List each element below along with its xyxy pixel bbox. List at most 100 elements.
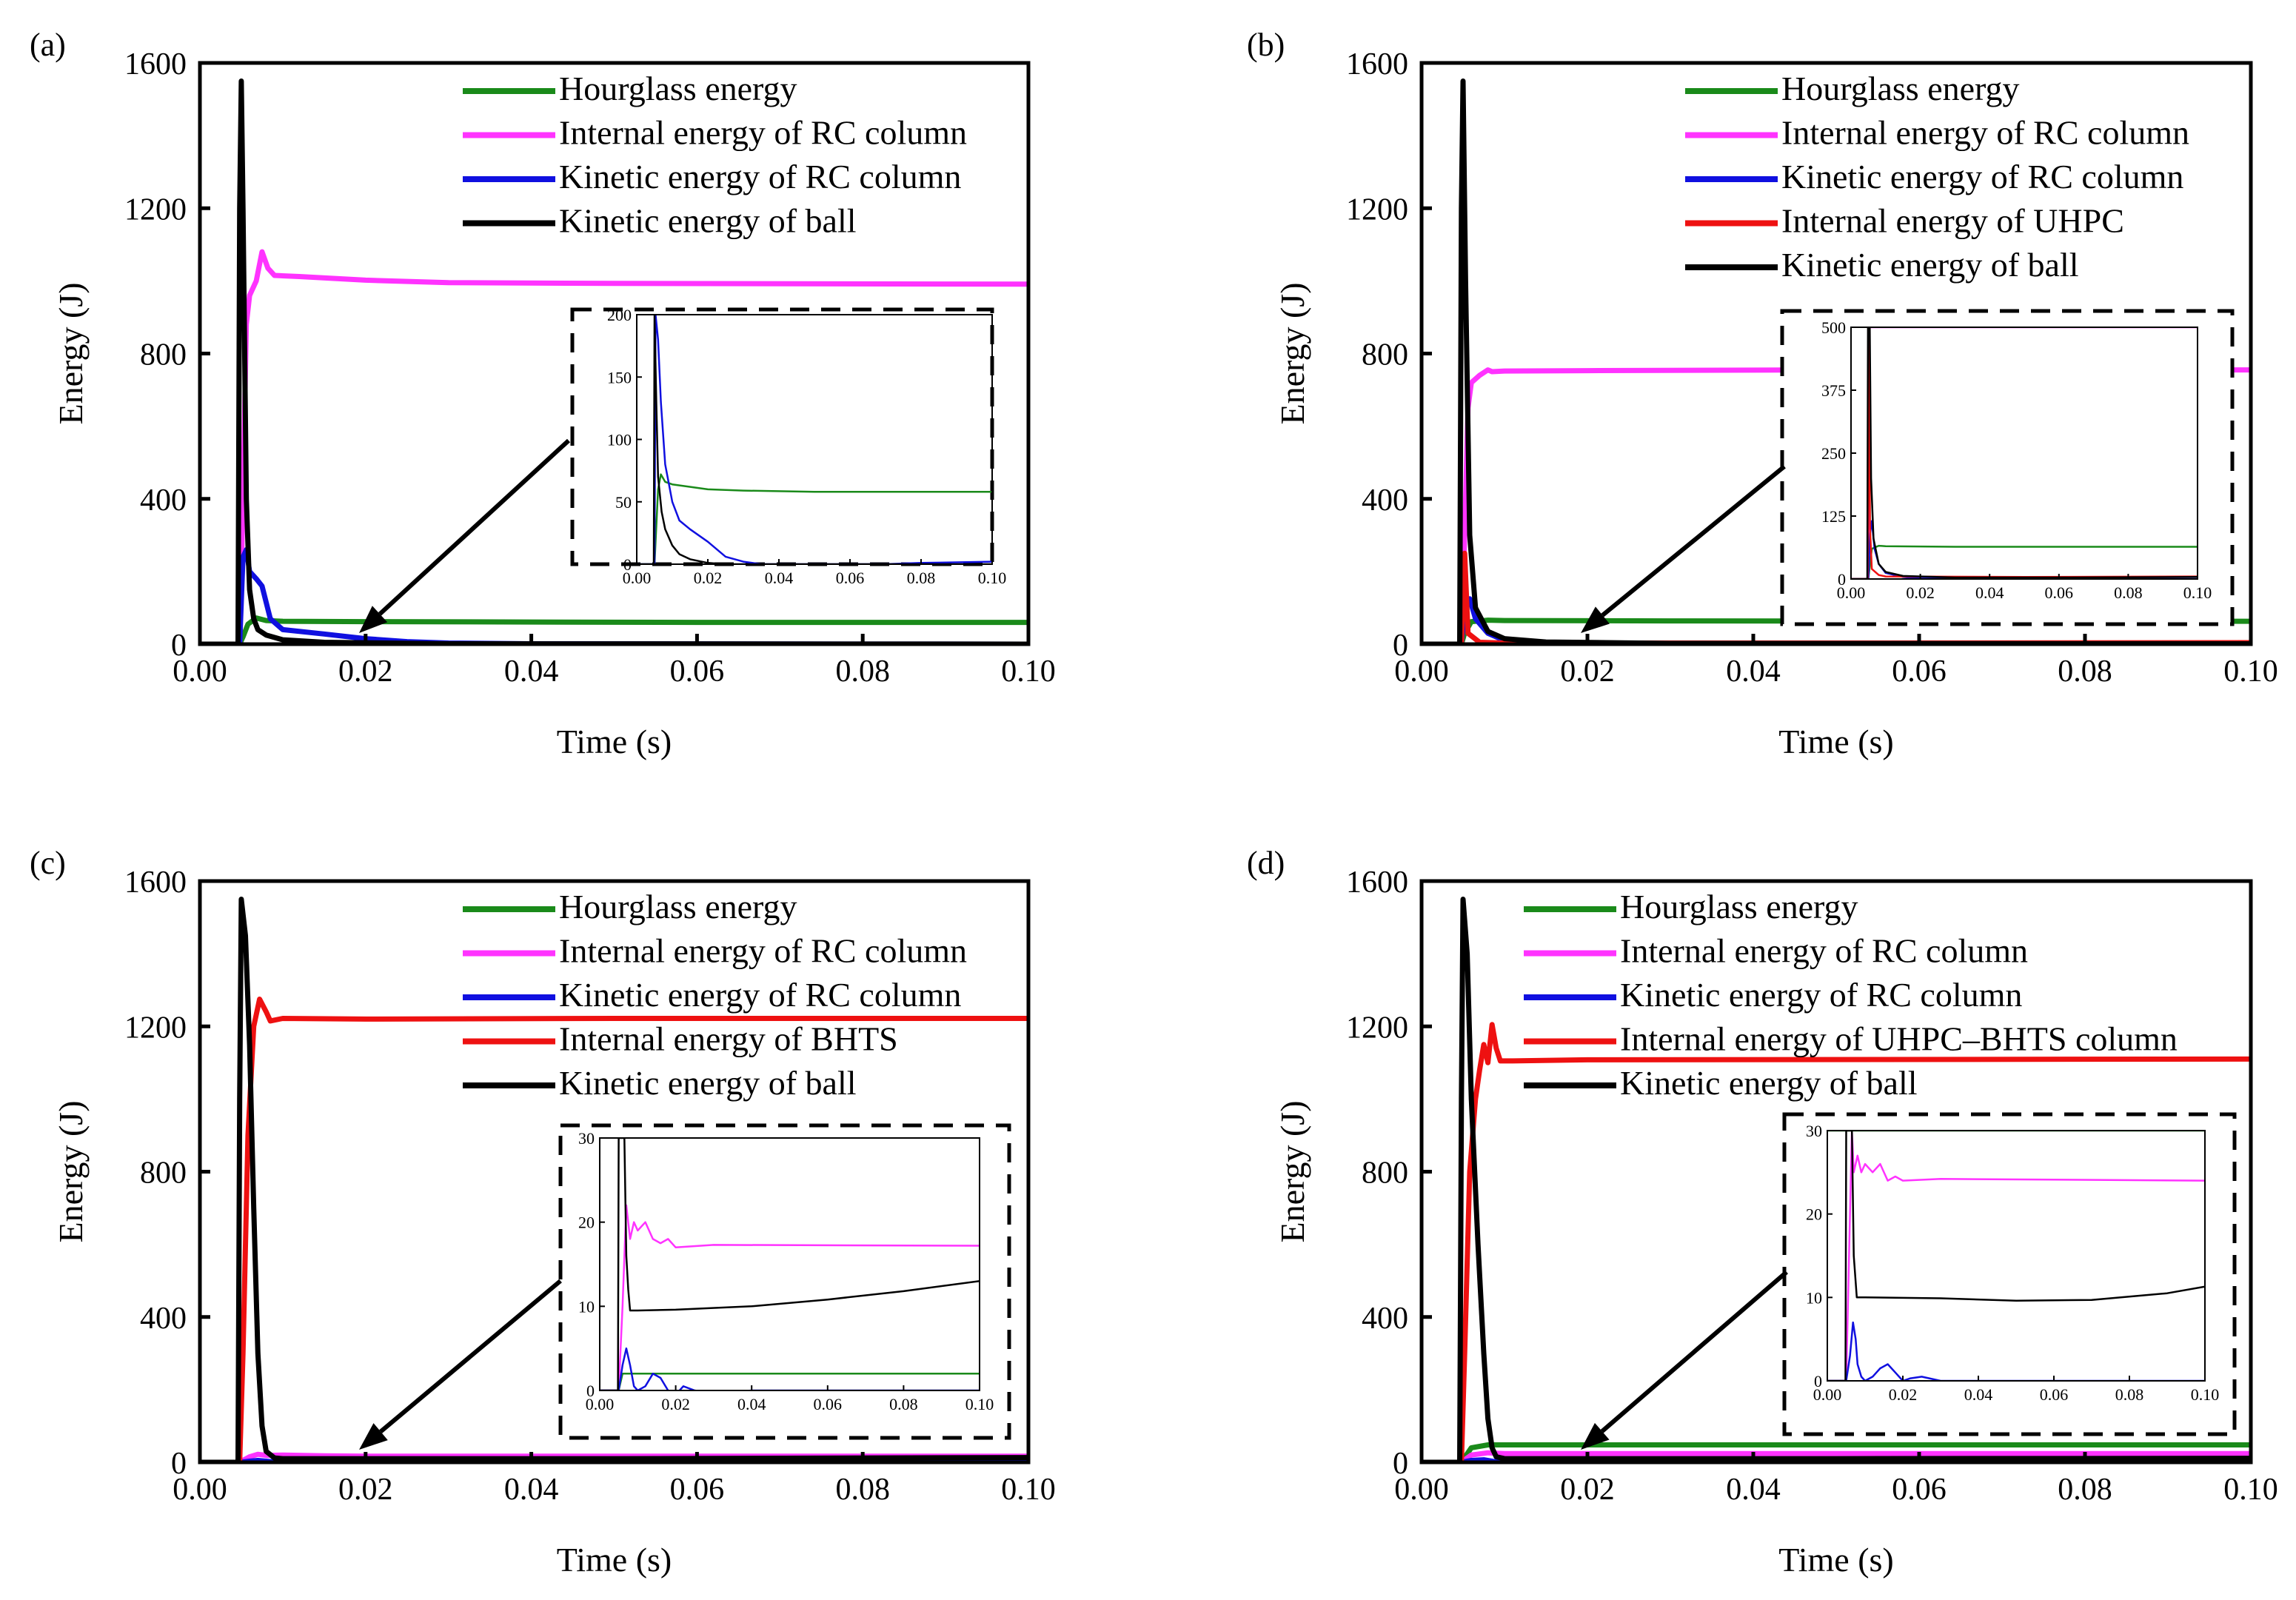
panel-2-zoom-arrow-head — [359, 1423, 388, 1450]
panel-3-inset-series-group — [1827, 1131, 2205, 1381]
panel-1-inset-ytick-label-4: 500 — [1821, 318, 1846, 337]
panel-1-inset-ytick-label-0: 0 — [1838, 570, 1846, 589]
panel-3-inset-xtick-label-1: 0.02 — [1889, 1385, 1918, 1404]
panel-1-label: (b) — [1247, 27, 1285, 63]
panel-1-inset-xtick-label-5: 0.10 — [2183, 583, 2212, 602]
panel-3-ytick-label-3: 1200 — [1346, 1011, 1408, 1045]
panel-3-xtick-label-3: 0.06 — [1892, 1473, 1947, 1507]
panel-0-inset: 0.00 0.02 0.04 0.06 0.08 0.10 0 50 100 150 200 — [607, 306, 1006, 587]
panel-1-inset: 0.00 0.02 0.04 0.06 0.08 0.10 0 125 250 375 500 — [1821, 318, 2212, 602]
panel-2-inset-ytick-label-3: 30 — [578, 1129, 595, 1148]
panel-3-inset-xtick-label-2: 0.04 — [1964, 1385, 1993, 1404]
panel-1-inset-xtick-label-4: 0.08 — [2114, 583, 2143, 602]
panel-2-inset-xtick-label-5: 0.10 — [965, 1395, 994, 1413]
panel-3-series-line-1 — [1422, 1450, 2251, 1462]
panel-0-inset-xtick-label-3: 0.06 — [836, 569, 865, 587]
panel-2-ytick-label-4: 1600 — [124, 866, 187, 900]
panel-3-ytick-label-2: 800 — [1362, 1157, 1408, 1191]
panel-3-ytick-label-4: 1600 — [1346, 866, 1408, 900]
panel-2-legend-text-3: Internal energy of BHTS — [559, 1020, 898, 1058]
panel-2-xtick-label-1: 0.02 — [338, 1473, 393, 1507]
panel-1-xtick-label-2: 0.04 — [1726, 655, 1781, 689]
panel-2-ytick-label-2: 800 — [140, 1157, 187, 1191]
panel-1-legend-text-1: Internal energy of RC column — [1781, 114, 2189, 152]
panel-1-xtick-label-5: 0.10 — [2223, 655, 2278, 689]
panel-a: 0.00 0.02 0.04 0.06 0.08 0.10 0 400 800 1200 1600 T… — [30, 27, 1056, 760]
panel-3-inset-ytick-label-1: 10 — [1806, 1288, 1822, 1307]
panel-2-inset-xtick-label-4: 0.08 — [889, 1395, 918, 1413]
panel-3-legend-text-0: Hourglass energy — [1620, 888, 1858, 925]
panel-2-inset-xtick-label-3: 0.06 — [814, 1395, 843, 1413]
panel-3-xtick-label-0: 0.00 — [1394, 1473, 1449, 1507]
panel-0-xtick-label-0: 0.00 — [173, 655, 227, 689]
panel-3-xtick-label-5: 0.10 — [2223, 1473, 2278, 1507]
panel-2-inset-ytick-label-0: 0 — [586, 1382, 595, 1400]
panel-0-xtick-label-4: 0.08 — [835, 655, 890, 689]
panel-0-inset-ytick-label-4: 200 — [607, 306, 632, 324]
panel-3-zoom-arrow-head — [1581, 1422, 1610, 1450]
panel-0-inset-series-line-0 — [637, 473, 992, 564]
panel-0-ytick-label-2: 800 — [140, 338, 187, 372]
panel-3-legend-text-4: Kinetic energy of ball — [1620, 1064, 1918, 1102]
panel-3-legend-text-1: Internal energy of RC column — [1620, 932, 2028, 970]
panel-3-inset-xtick-label-5: 0.10 — [2191, 1385, 2220, 1404]
panel-3-series-line-0 — [1422, 1442, 2251, 1462]
panel-2-xtick-label-4: 0.08 — [835, 1473, 890, 1507]
panel-2-xtick-label-5: 0.10 — [1001, 1473, 1056, 1507]
panel-0-xtick-label-3: 0.06 — [670, 655, 725, 689]
panel-1-inset-xtick-label-3: 0.06 — [2045, 583, 2074, 602]
panel-3-inset-series-line-3 — [1827, 1131, 2205, 1381]
panel-3-inset-xtick-label-3: 0.06 — [2040, 1385, 2069, 1404]
panel-1-zoom-arrow-head — [1581, 606, 1610, 633]
panel-2-legend-text-2: Kinetic energy of RC column — [559, 976, 961, 1014]
panel-1-xtick-label-0: 0.00 — [1394, 655, 1449, 689]
panel-2-x-axis-label: Time (s) — [557, 1541, 672, 1579]
panel-1-xtick-label-4: 0.08 — [2058, 655, 2112, 689]
panel-3-inset-plot-frame — [1827, 1130, 2206, 1382]
panel-1-inset-xtick-label-0: 0.00 — [1837, 583, 1866, 602]
panel-1-ytick-label-1: 400 — [1362, 483, 1408, 518]
panel-2-zoom-arrow — [379, 1279, 562, 1433]
panel-3-xtick-label-4: 0.08 — [2058, 1473, 2112, 1507]
panel-2-inset-ytick-label-2: 20 — [578, 1214, 595, 1232]
panel-0-ytick-label-4: 1600 — [124, 47, 187, 81]
panel-0-inset-ytick-label-0: 0 — [623, 555, 632, 574]
panel-3-legend-text-3: Internal energy of UHPC–BHTS column — [1620, 1020, 2178, 1058]
panel-3-zoom-arrow — [1600, 1270, 1788, 1433]
panel-1-legend-text-4: Kinetic energy of ball — [1781, 246, 2079, 284]
panel-0-legend-text-0: Hourglass energy — [559, 70, 797, 107]
panel-2-inset-xtick-label-2: 0.04 — [737, 1395, 766, 1413]
panel-0-zoom-arrow — [378, 438, 571, 616]
panel-2-inset-series-group — [600, 1138, 980, 1390]
panel-1-legend-text-0: Hourglass energy — [1781, 70, 2020, 107]
panel-2-ytick-label-3: 1200 — [124, 1011, 187, 1045]
panel-0-ytick-label-0: 0 — [171, 629, 187, 663]
panel-3-inset-series-line-2 — [1827, 1321, 2205, 1381]
panel-3-x-axis-label: Time (s) — [1778, 1541, 1894, 1579]
panel-2-xtick-label-0: 0.00 — [173, 1473, 227, 1507]
panel-1-legend-text-2: Kinetic energy of RC column — [1781, 158, 2183, 195]
panel-0-inset-ytick-label-2: 100 — [607, 431, 632, 449]
panel-1-x-axis-label: Time (s) — [1778, 723, 1894, 760]
panel-1-inset-series-group — [1851, 327, 2198, 579]
panel-2-legend-text-1: Internal energy of RC column — [559, 932, 967, 970]
panel-2-xtick-label-3: 0.06 — [670, 1473, 725, 1507]
panel-2-label: (c) — [30, 845, 66, 881]
panel-2-inset-series-line-2 — [600, 1347, 980, 1390]
panel-3-inset-xtick-label-4: 0.08 — [2115, 1385, 2144, 1404]
panel-0-inset-ytick-label-1: 50 — [615, 493, 632, 512]
panel-2-legend-text-4: Kinetic energy of ball — [559, 1064, 857, 1102]
panel-0-xtick-label-2: 0.04 — [504, 655, 559, 689]
panel-2-inset-xtick-label-0: 0.00 — [586, 1395, 615, 1413]
panel-2-series-line-3 — [200, 997, 1028, 1462]
panel-3-inset-ytick-label-3: 30 — [1806, 1122, 1822, 1140]
panel-3-inset-ytick-label-2: 20 — [1806, 1205, 1822, 1224]
panel-3-inset-series-line-1 — [1827, 1131, 2205, 1381]
panel-0-y-axis-label: Energy (J) — [52, 282, 90, 424]
panel-2-ytick-label-0: 0 — [171, 1447, 187, 1481]
panel-1-inset-series-line-4 — [1851, 327, 2198, 579]
panel-0-ytick-label-1: 400 — [140, 483, 187, 518]
panel-1-zoom-arrow — [1601, 464, 1786, 617]
panel-0-series-group — [200, 78, 1028, 644]
